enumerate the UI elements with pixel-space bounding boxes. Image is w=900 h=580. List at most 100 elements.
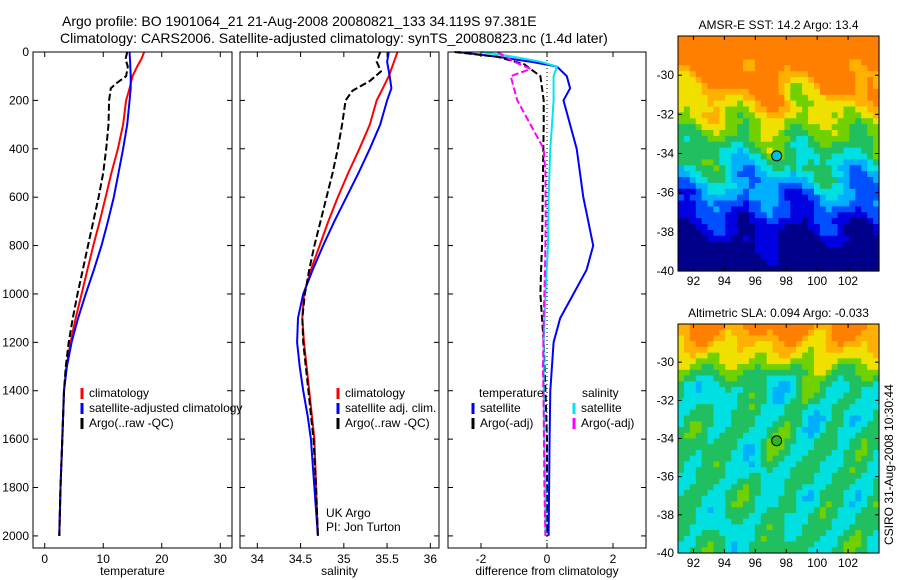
heatmap-cell — [778, 47, 786, 55]
heatmap-cell — [873, 188, 880, 196]
heatmap-cell — [784, 512, 791, 520]
heatmap-cell — [802, 130, 809, 137]
heatmap-cell — [748, 335, 756, 342]
heatmap-cell — [689, 530, 697, 537]
heatmap-cell — [837, 352, 845, 359]
heatmap-cell — [837, 171, 845, 178]
heatmap-cell — [754, 324, 762, 331]
heatmap-cell — [843, 171, 851, 178]
heatmap-cell — [683, 335, 691, 342]
heatmap-cell — [778, 83, 786, 90]
y-tick-label: 400 — [9, 142, 29, 156]
heatmap-cell — [713, 432, 720, 440]
heatmap-cell — [825, 200, 833, 207]
heatmap-cell — [867, 265, 874, 272]
heatmap-cell — [695, 171, 703, 178]
heatmap-cell — [837, 472, 845, 480]
heatmap-cell — [784, 547, 791, 554]
heatmap-cell — [802, 518, 809, 525]
heatmap-cell — [743, 253, 750, 260]
heatmap-cell — [754, 358, 762, 365]
heatmap-cell — [873, 83, 880, 90]
heatmap-cell — [813, 358, 821, 365]
heatmap-cell — [843, 247, 851, 254]
heatmap-cell — [754, 212, 762, 219]
heatmap-cell — [808, 415, 815, 422]
heatmap-cell — [837, 381, 845, 388]
heatmap-cell — [743, 364, 750, 371]
heatmap-cell — [683, 94, 691, 102]
heatmap-cell — [802, 541, 809, 548]
heatmap-cell — [831, 47, 839, 55]
heatmap-cell — [825, 118, 833, 125]
heatmap-cell — [701, 218, 709, 225]
heatmap-cell — [778, 455, 786, 462]
heatmap-cell — [760, 358, 768, 365]
heatmap-cell — [772, 415, 780, 422]
heatmap-cell — [825, 409, 833, 417]
heatmap-cell — [760, 392, 768, 400]
heatmap-cell — [731, 94, 738, 102]
heatmap-cell — [766, 53, 774, 61]
heatmap-cell — [766, 241, 774, 249]
heatmap-cell — [683, 65, 691, 72]
heatmap-cell — [819, 427, 827, 434]
heatmap-cell — [754, 171, 762, 178]
heatmap-cell — [713, 484, 720, 491]
heatmap-cell — [678, 512, 685, 520]
heatmap-cell — [725, 484, 732, 491]
heatmap-cell — [713, 36, 720, 43]
heatmap-cell — [713, 518, 720, 525]
heatmap-cell — [754, 159, 762, 166]
heatmap-cell — [778, 206, 786, 213]
heatmap-cell — [867, 518, 874, 525]
heatmap-cell — [873, 147, 880, 155]
heatmap-cell — [849, 449, 856, 457]
heatmap-cell — [725, 241, 732, 249]
heatmap-cell — [743, 94, 750, 102]
heatmap-cell — [772, 490, 780, 497]
heatmap-cell — [713, 247, 720, 254]
heatmap-cell — [748, 188, 756, 196]
heatmap-cell — [843, 147, 851, 155]
heatmap-cell — [855, 472, 862, 480]
y-tick-label: -40 — [657, 264, 675, 278]
heatmap-cell — [867, 467, 874, 474]
heatmap-cell — [778, 461, 786, 468]
series-line-3 — [301, 51, 383, 536]
heatmap-cell — [725, 106, 732, 113]
heatmap-cell — [737, 241, 744, 249]
heatmap-cell — [748, 358, 756, 365]
heatmap-cell — [849, 259, 856, 266]
heatmap-cell — [849, 124, 856, 131]
heatmap-cell — [837, 341, 845, 348]
heatmap-cell — [695, 524, 703, 531]
heatmap-cell — [825, 41, 833, 49]
heatmap-cell — [731, 409, 738, 417]
heatmap-cell — [855, 77, 862, 84]
heatmap-cell — [707, 490, 715, 497]
heatmap-cell — [849, 455, 856, 462]
heatmap-cell — [778, 141, 786, 149]
heatmap-cell — [867, 415, 874, 422]
heatmap-cell — [737, 118, 744, 125]
heatmap-cell — [861, 130, 868, 137]
heatmap-cell — [778, 547, 786, 554]
heatmap-cell — [867, 65, 874, 72]
heatmap-cell — [837, 438, 845, 445]
heatmap-cell — [731, 77, 738, 84]
heatmap-cell — [831, 130, 839, 137]
heatmap-cell — [772, 541, 780, 548]
heatmap-cell — [831, 398, 839, 405]
heatmap-cell — [689, 449, 697, 457]
heatmap-cell — [819, 392, 827, 400]
heatmap-cell — [802, 467, 809, 474]
heatmap-cell — [837, 83, 845, 90]
heatmap-cell — [813, 495, 821, 503]
heatmap-cell — [867, 259, 874, 266]
heatmap-cell — [743, 71, 750, 78]
heatmap-cell — [825, 449, 833, 457]
heatmap-cell — [843, 415, 851, 422]
heatmap-cell — [819, 229, 827, 237]
heatmap-cell — [689, 341, 697, 348]
